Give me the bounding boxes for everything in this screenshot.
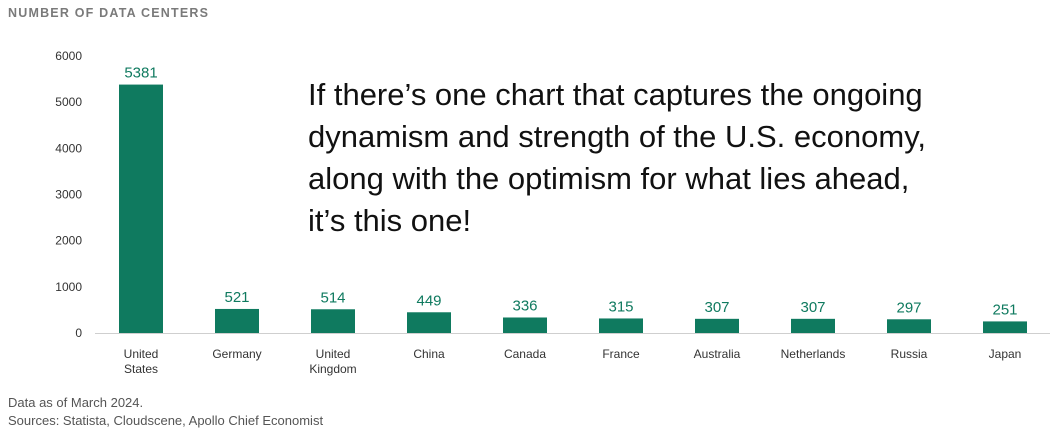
bar xyxy=(695,318,739,333)
x-tick-label: United States xyxy=(124,347,159,376)
bar xyxy=(599,318,643,333)
y-tick-label: 2000 xyxy=(55,234,82,248)
data-label: 297 xyxy=(896,299,921,316)
data-label: 5381 xyxy=(124,65,157,82)
bar xyxy=(503,317,547,333)
y-tick-label: 1000 xyxy=(55,280,82,294)
x-tick-label: Netherlands xyxy=(781,347,846,361)
bar xyxy=(983,321,1027,333)
x-tick-label: France xyxy=(602,347,640,361)
data-label: 514 xyxy=(320,289,345,306)
bar-chart: 0 1000 2000 3000 4000 5000 6000 5381 United State… xyxy=(55,49,1050,376)
bar xyxy=(311,309,355,333)
y-tick-label: 5000 xyxy=(55,95,82,109)
x-tick-label: United Kingdom xyxy=(309,347,356,376)
y-tick-label: 0 xyxy=(75,326,82,340)
x-tick-label: Japan xyxy=(989,347,1022,361)
data-label: 307 xyxy=(704,299,729,316)
footnote-date: Data as of March 2024. xyxy=(8,395,144,410)
bar xyxy=(407,312,451,333)
y-tick-label: 6000 xyxy=(55,49,82,63)
data-label: 307 xyxy=(800,299,825,316)
bar xyxy=(215,308,259,333)
bar xyxy=(791,318,835,333)
x-tick-label: Germany xyxy=(212,347,261,361)
x-tick-label: China xyxy=(413,347,445,361)
bar xyxy=(887,319,931,333)
x-tick-label: Australia xyxy=(694,347,741,361)
footnote-sources: Sources: Statista, Cloudscene, Apollo Ch… xyxy=(8,413,324,428)
chart-title: NUMBER OF DATA CENTERS xyxy=(8,6,210,20)
bar xyxy=(119,84,163,333)
x-tick-label: Russia xyxy=(891,347,928,361)
data-label: 521 xyxy=(224,289,249,306)
annotation-text: If there’s one chart that captures the o… xyxy=(308,77,927,238)
data-label: 315 xyxy=(608,298,633,315)
y-tick-label: 3000 xyxy=(55,188,82,202)
y-tick-label: 4000 xyxy=(55,141,82,155)
data-label: 251 xyxy=(992,301,1017,318)
data-label: 449 xyxy=(416,292,441,309)
x-tick-label: Canada xyxy=(504,347,546,361)
data-label: 336 xyxy=(512,297,537,314)
